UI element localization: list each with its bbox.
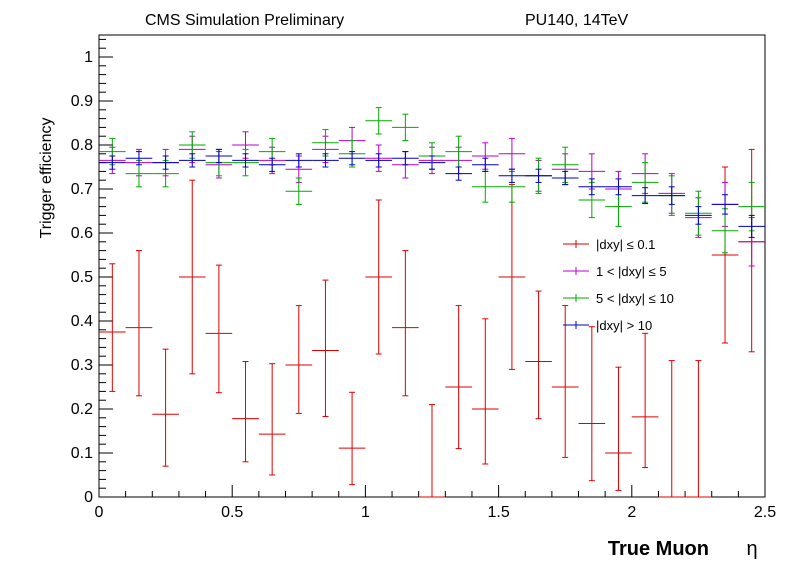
x-axis-label: True Muon (608, 538, 709, 560)
y-tick-label: 0.6 (71, 225, 93, 242)
legend: |dxy| ≤ 0.1 1 < |dxy| ≤ 5 5 < |dxy| ≤ 10 |d… (563, 237, 674, 333)
data-point (498, 168, 526, 183)
data-point (445, 166, 472, 181)
data-point (498, 137, 526, 170)
series-4 (99, 148, 765, 238)
data-point (285, 305, 313, 414)
legend-entry: |dxy| ≤ 0.1 (563, 237, 655, 252)
data-point (711, 208, 739, 254)
data-point (525, 168, 552, 183)
series-layer (99, 107, 765, 498)
y-tick-label: 0.9 (71, 93, 93, 110)
data-point (551, 170, 579, 186)
y-tick-label: 0.2 (71, 401, 93, 418)
y-tick-label: 1 (84, 49, 93, 66)
data-point (605, 178, 632, 196)
data-point (152, 348, 179, 467)
data-point (471, 157, 499, 172)
y-tick-label: 0.8 (71, 137, 93, 154)
y-tick-label: 0.1 (71, 445, 93, 462)
x-tick-label: 0.5 (221, 504, 243, 521)
data-point (258, 363, 286, 476)
legend-label: 5 < |dxy| ≤ 10 (596, 291, 674, 306)
data-point (605, 366, 632, 491)
data-point (312, 279, 339, 417)
legend-label: |dxy| ≤ 0.1 (596, 237, 655, 252)
legend-entry: 1 < |dxy| ≤ 5 (563, 264, 667, 279)
data-point (392, 113, 419, 142)
legend-entry: 5 < |dxy| ≤ 10 (563, 291, 674, 306)
data-point (471, 318, 499, 465)
data-point (338, 151, 366, 166)
data-point (578, 178, 606, 196)
legend-label: |dxy| > 10 (596, 318, 652, 333)
data-point (232, 360, 259, 463)
header-right: PU140, 14TeV (525, 12, 629, 29)
data-point (312, 129, 339, 157)
data-point (392, 250, 419, 397)
x-axis-symbol: η (746, 538, 757, 560)
data-point (471, 170, 499, 203)
data-point (685, 206, 712, 225)
data-point (578, 326, 606, 482)
data-point (125, 250, 153, 397)
data-point (551, 305, 579, 458)
data-point (498, 184, 526, 370)
y-axis-label: Trigger efficiency (38, 118, 55, 239)
data-point (178, 179, 206, 375)
y-tick-label: 0.5 (71, 269, 93, 286)
data-point (99, 155, 126, 170)
data-point (738, 214, 765, 238)
data-point (392, 151, 419, 166)
legend-entry: |dxy| > 10 (563, 318, 652, 333)
y-axis: 0 0.1 0.2 0.3 0.4 0.5 0.6 0.7 0.8 0.9 1 (71, 38, 113, 506)
data-point (365, 199, 393, 355)
data-point (99, 263, 126, 392)
data-point (338, 391, 366, 486)
data-point (525, 290, 552, 420)
x-tick-label: 1 (361, 504, 370, 521)
x-tick-label: 2.5 (754, 504, 776, 521)
x-tick-label: 0 (95, 504, 104, 521)
data-point (711, 194, 739, 215)
y-tick-label: 0.7 (71, 181, 93, 198)
data-point (125, 151, 153, 166)
data-point (258, 157, 286, 172)
data-point (178, 153, 206, 168)
x-tick-label: 2 (627, 504, 636, 521)
data-point (445, 305, 472, 450)
data-point (285, 153, 313, 168)
data-point (631, 332, 659, 469)
data-point (312, 153, 339, 168)
header-left: CMS Simulation Preliminary (145, 12, 344, 29)
series-3 (99, 107, 765, 254)
data-point (418, 404, 446, 498)
legend-label: 1 < |dxy| ≤ 5 (596, 264, 667, 279)
data-point (365, 153, 393, 168)
data-point (658, 186, 686, 205)
data-point (152, 155, 179, 170)
x-tick-label: 1.5 (487, 504, 509, 521)
x-axis: 0 0.5 1 1.5 2 2.5 (95, 485, 776, 521)
y-tick-label: 0.3 (71, 357, 93, 374)
data-point (418, 155, 446, 170)
y-tick-label: 0.4 (71, 313, 93, 330)
series-1 (99, 148, 765, 498)
data-point (232, 153, 259, 168)
data-point (685, 360, 712, 498)
data-point (631, 187, 659, 205)
data-point (205, 264, 233, 394)
data-point (285, 177, 313, 205)
data-point (658, 360, 686, 498)
data-point (445, 135, 472, 168)
data-point (205, 148, 233, 164)
y-tick-label: 0 (84, 489, 93, 506)
data-point (365, 107, 393, 135)
